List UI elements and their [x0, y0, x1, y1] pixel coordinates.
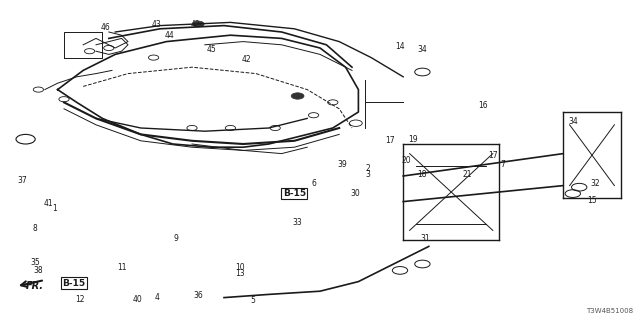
Text: 18: 18: [418, 170, 427, 179]
Text: 1: 1: [52, 204, 57, 212]
Text: FR.: FR.: [26, 281, 44, 292]
Text: 42: 42: [190, 20, 200, 28]
Text: 30: 30: [350, 189, 360, 198]
Text: 9: 9: [173, 234, 179, 243]
Text: 40: 40: [132, 295, 143, 304]
Text: 13: 13: [235, 269, 245, 278]
Text: 44: 44: [164, 31, 175, 40]
Text: 39: 39: [337, 160, 348, 169]
Text: 34: 34: [568, 117, 578, 126]
Text: 3: 3: [365, 170, 371, 179]
Text: 31: 31: [420, 234, 431, 243]
Text: 5: 5: [250, 296, 255, 305]
Text: 42: 42: [241, 55, 252, 64]
Text: 16: 16: [478, 101, 488, 110]
Text: 41: 41: [43, 199, 53, 208]
Text: 45: 45: [206, 45, 216, 54]
Text: 17: 17: [385, 136, 396, 145]
Text: 6: 6: [311, 180, 316, 188]
Text: 11: 11: [117, 263, 126, 272]
Text: B-15: B-15: [283, 189, 306, 198]
Text: 12: 12: [76, 295, 84, 304]
Text: 19: 19: [408, 135, 418, 144]
Text: 36: 36: [193, 292, 204, 300]
Text: 17: 17: [488, 151, 498, 160]
Text: B-15: B-15: [62, 279, 85, 288]
Text: 32: 32: [590, 180, 600, 188]
Text: T3W4B51008: T3W4B51008: [586, 308, 634, 314]
Circle shape: [193, 21, 204, 27]
Text: 37: 37: [17, 176, 28, 185]
Text: 38: 38: [33, 266, 44, 275]
Text: 46: 46: [100, 23, 111, 32]
Text: 7: 7: [500, 160, 505, 169]
Text: 34: 34: [417, 45, 428, 54]
Text: 2: 2: [365, 164, 371, 172]
Text: 14: 14: [395, 42, 405, 51]
Text: 33: 33: [292, 218, 303, 227]
Text: 35: 35: [30, 258, 40, 267]
Text: 8: 8: [33, 224, 38, 233]
Text: 4: 4: [154, 293, 159, 302]
Text: 10: 10: [235, 263, 245, 272]
Text: 43: 43: [152, 20, 162, 28]
Text: 21: 21: [463, 170, 472, 179]
Text: 15: 15: [587, 196, 597, 204]
Circle shape: [291, 93, 304, 99]
Text: 20: 20: [401, 156, 412, 164]
